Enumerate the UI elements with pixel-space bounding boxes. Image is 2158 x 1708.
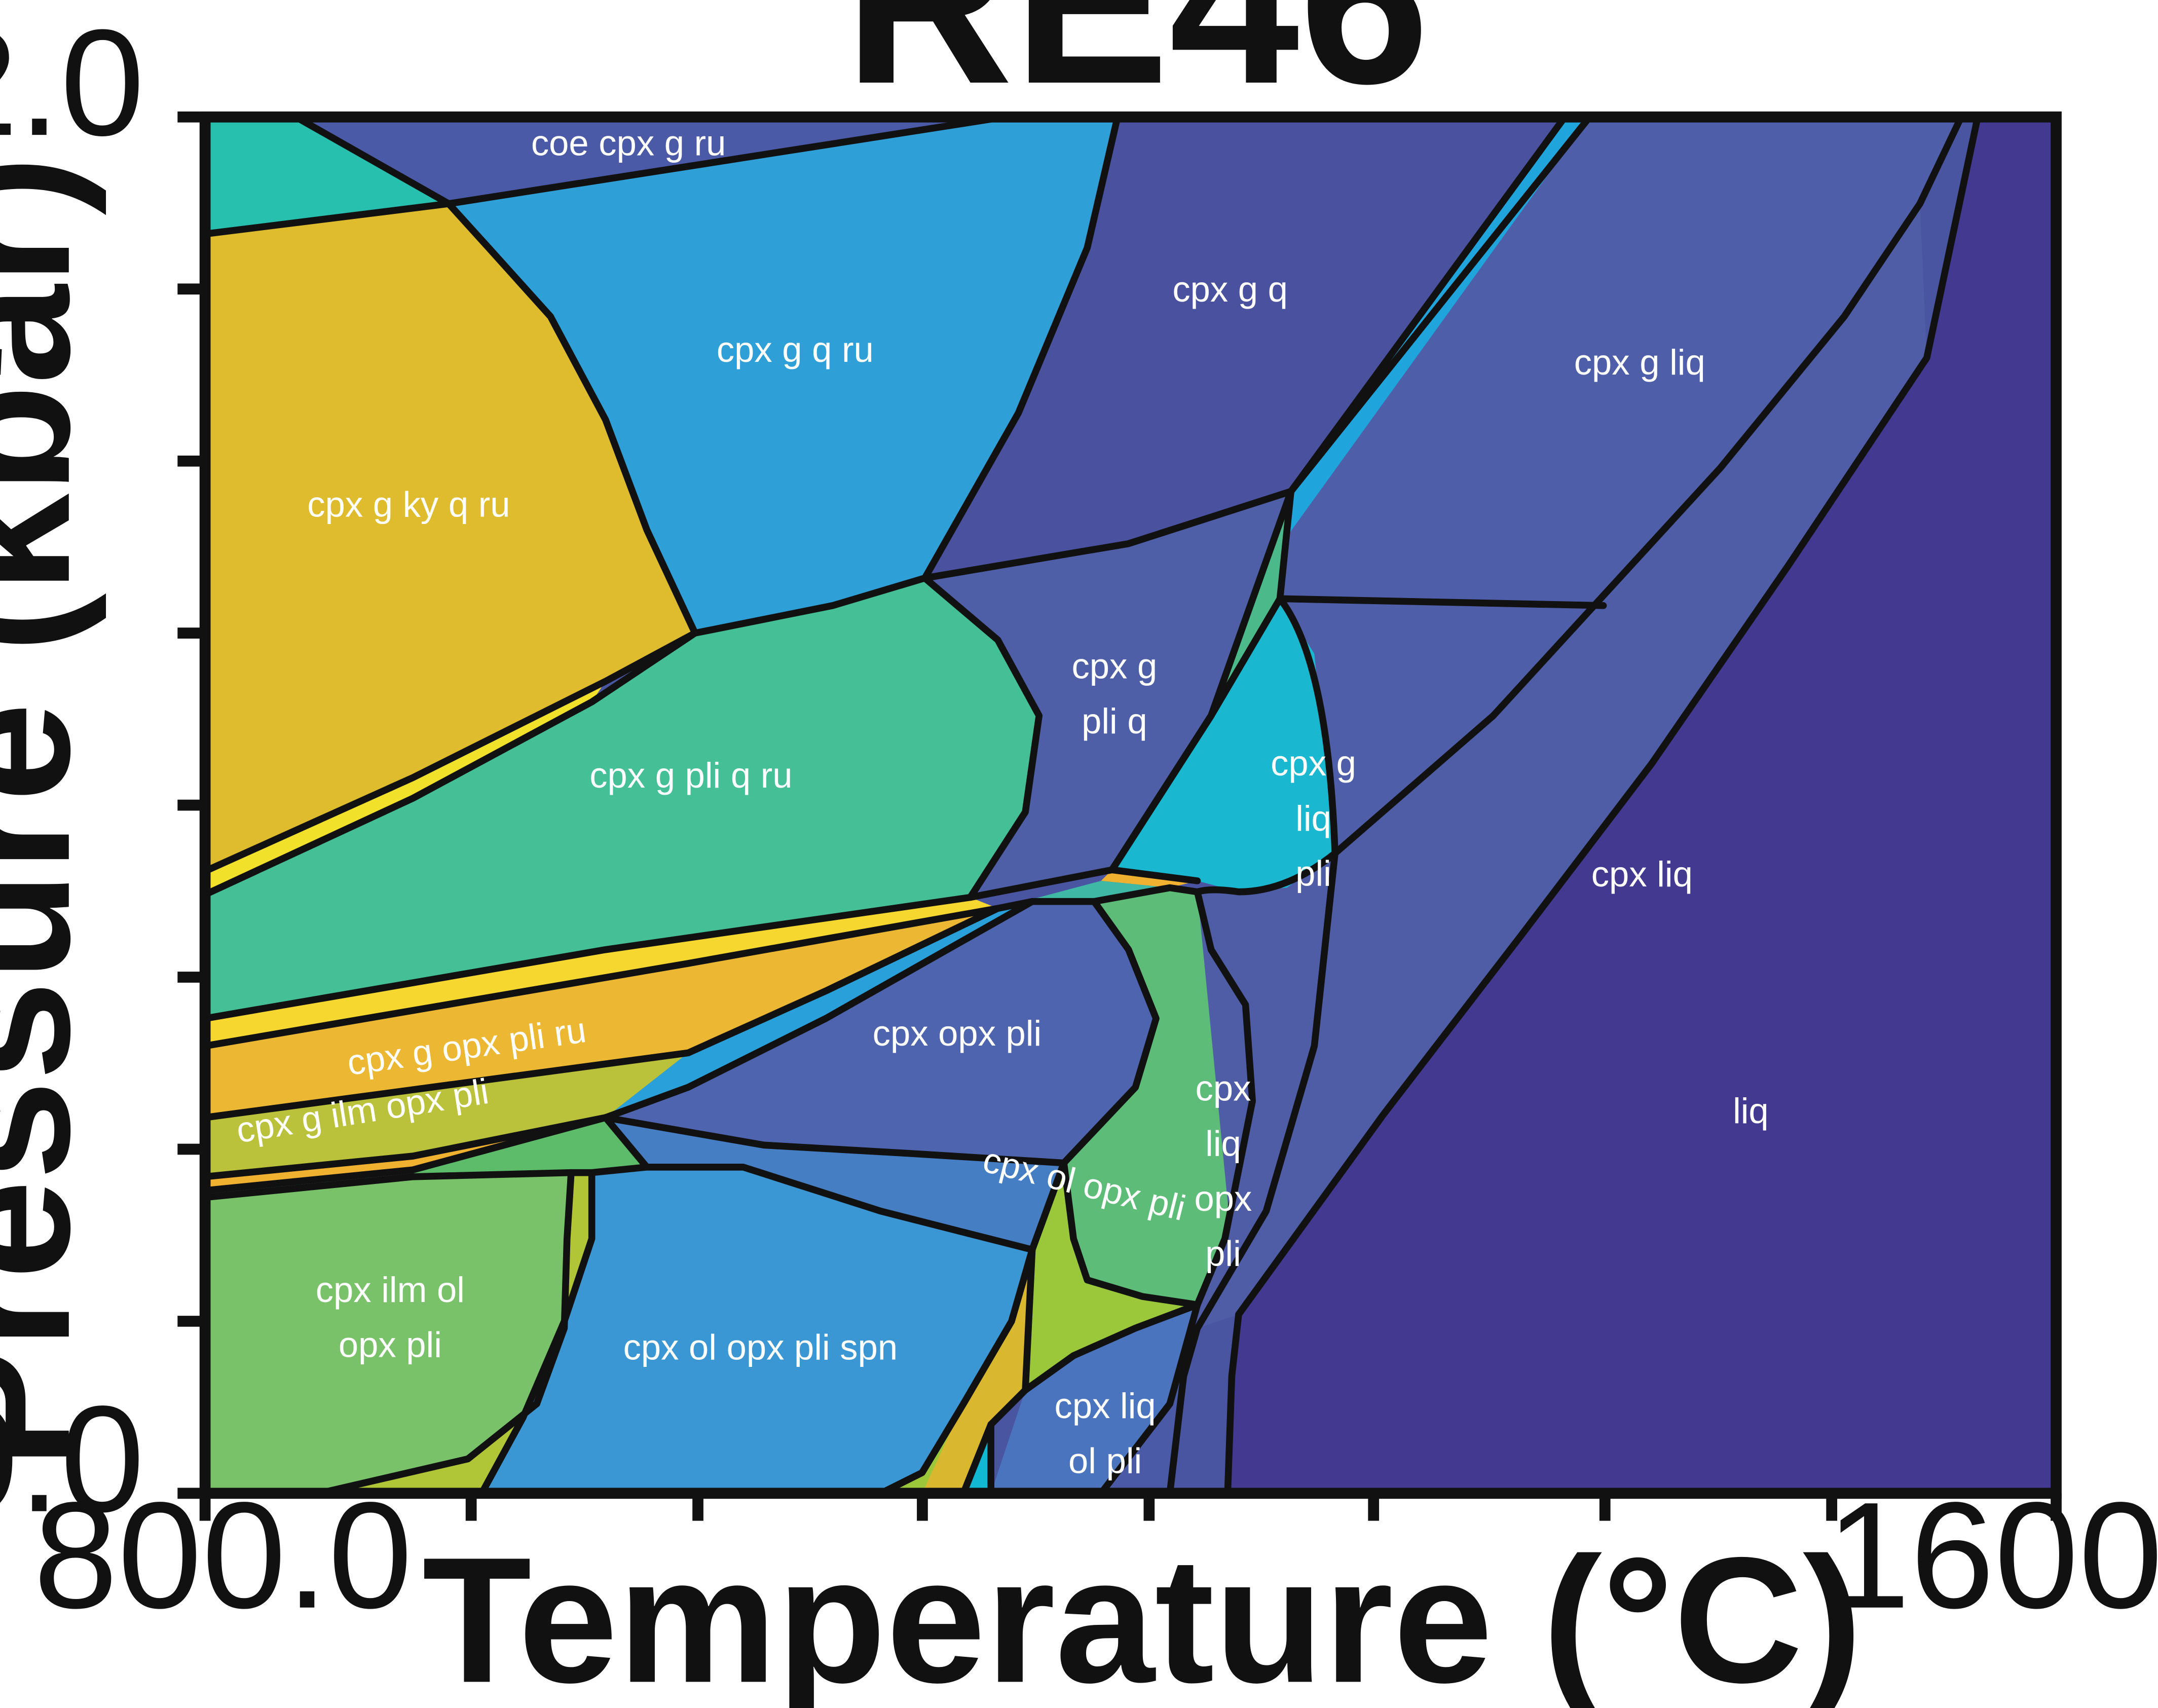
field-label: coe cpx g ru [531,123,726,163]
field-cpx-liq-ol-pli [991,1305,1198,1494]
field-cpx-liq [1197,203,1927,1328]
boundary [1108,488,1294,874]
field-label: cpx g q [1172,269,1288,309]
boundary [1276,595,1607,609]
field-cpx-g-opx-pli-ru [205,908,998,1118]
boundary [478,1169,596,1497]
field-label: cpx ilm ol opx pli [316,1270,465,1365]
boundary [201,1114,609,1180]
boundary [201,114,1009,238]
field-cpx-liq-lower [1197,892,1253,1328]
boundary [602,1114,1067,1167]
boundary [1194,595,1338,896]
field-label: cpx ol opx pli spn [623,1327,898,1367]
chart-title: RE46 [844,0,1430,132]
boundary [201,114,699,875]
field-cpx-g-pli-q [924,491,1291,898]
boundary [960,1246,1036,1497]
field-liq [1227,117,2057,1494]
boundary [201,1114,651,1194]
field-cpx-g-liq-pli [1112,599,1335,892]
boundary [602,898,1036,1121]
boundary [1224,1311,1242,1497]
boundary [1022,1301,1201,1394]
field-gold-wedge [922,1249,1032,1494]
field-cpx-ol-opx-pli-spn [481,1167,1032,1494]
field-cpx-g-liq [1280,117,1961,853]
field-label: cpx g q ru [717,329,874,369]
field-labels: coe cpx g ru cpx g ky q ru cpx g q ru cpx g… [234,123,1769,1480]
field-label: cpx liq [1591,854,1693,894]
y-tick-label-min: 0.0 [0,1375,144,1544]
x-axis-title: Temperature (°C) [422,1519,1863,1708]
field-label: cpx g pli q [1072,646,1158,741]
field-cpx-g-pli-q-ru [205,578,1039,1019]
field-label: cpx g pli q ru [589,755,792,795]
field-label: cpx opx pli [873,1013,1042,1053]
field-blue-sliver [605,901,1032,1118]
field-coe-cpx-g-ru [295,117,1005,204]
field-label: cpx liq ol pli [1055,1386,1156,1481]
boundary [877,1246,1036,1497]
boundary [691,574,1043,901]
boundary [201,866,1115,1022]
x-tick-label-max: 1600.0 [1826,1471,2158,1640]
boundary [201,629,699,898]
boundary [316,1169,575,1497]
field-label: cpx g liq [1574,342,1705,382]
field-cpx-opx-pli [605,901,1157,1163]
phase-fields [205,117,2057,1494]
field-cpx-g-q [924,117,1565,578]
boundary [201,1163,1036,1253]
x-tick-label-min: 800.0 [33,1471,413,1640]
field-label: liq [1733,1091,1769,1131]
field-cpx-g-q-ru [449,117,1118,634]
boundary [1166,849,1338,1497]
field-cpx-ol-opx-pli [605,1118,1064,1250]
field-cpx-ilm-ol-opx-pli [205,1172,571,1494]
field-label: cpx g ky q ru [307,484,510,524]
boundary [201,905,1001,1121]
y-tick-label-max: 32.0 [0,0,144,167]
boundary [1331,114,1965,857]
field-label: cpx g liq pli [1271,743,1356,893]
boundary [1097,1301,1201,1497]
boundary [1287,114,1593,495]
field-cpx-liq-opx-pli [1064,887,1253,1305]
phase-boundaries [201,114,1982,1497]
y-axis-title: Pressure (kbar) [0,156,108,1468]
field-orange-sliver-low [205,1118,606,1191]
field-label: cpx liq opx pli [1195,1068,1252,1274]
boundary [1060,898,1160,1167]
field-cpx-g-ky-q-ru [205,203,695,871]
boundary [1235,114,1982,1318]
field-teal-corner [205,117,449,234]
boundary [1108,866,1201,884]
axis-ticks [177,111,2062,1521]
field-cpx-g-ilm-opx-pli [205,1053,688,1177]
